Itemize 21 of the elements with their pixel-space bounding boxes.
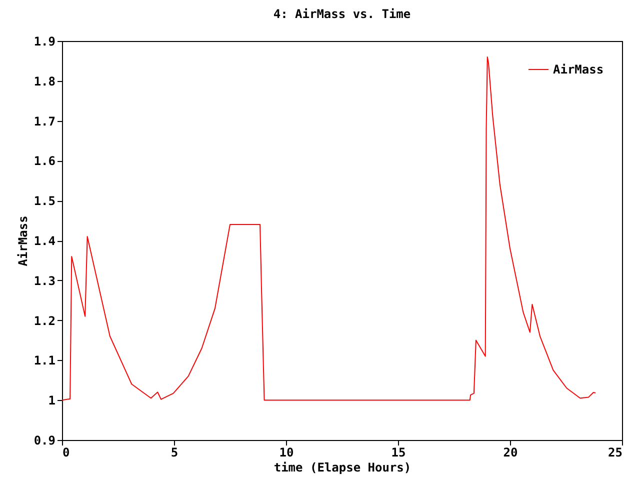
- y-tick-label: 1.7: [34, 114, 56, 128]
- y-tick-label: 1.3: [34, 274, 56, 288]
- chart-title: 4: AirMass vs. Time: [273, 7, 411, 21]
- y-tick-label: 1.6: [34, 154, 56, 168]
- x-tick-label: 25: [608, 446, 622, 460]
- y-tick-label: 1.1: [34, 354, 56, 368]
- y-tick-label: 1: [48, 394, 56, 408]
- y-tick-label: 1.9: [34, 34, 56, 48]
- y-tick-label: 1.8: [34, 74, 56, 88]
- y-tick-label: 0.9: [34, 434, 56, 448]
- y-tick-label: 1.4: [34, 234, 56, 248]
- x-tick-label: 15: [391, 446, 406, 460]
- x-tick-label: 0: [62, 446, 70, 460]
- y-tick-label: 1.5: [34, 194, 56, 208]
- legend-label: AirMass: [553, 62, 604, 76]
- x-tick-label: 5: [170, 446, 178, 460]
- y-tick-label: 1.2: [34, 314, 56, 328]
- x-tick-label: 10: [279, 446, 294, 460]
- x-axis-title: time (Elapse Hours): [274, 460, 412, 474]
- y-axis-title: AirMass: [16, 216, 30, 266]
- x-tick-label: 20: [503, 446, 518, 460]
